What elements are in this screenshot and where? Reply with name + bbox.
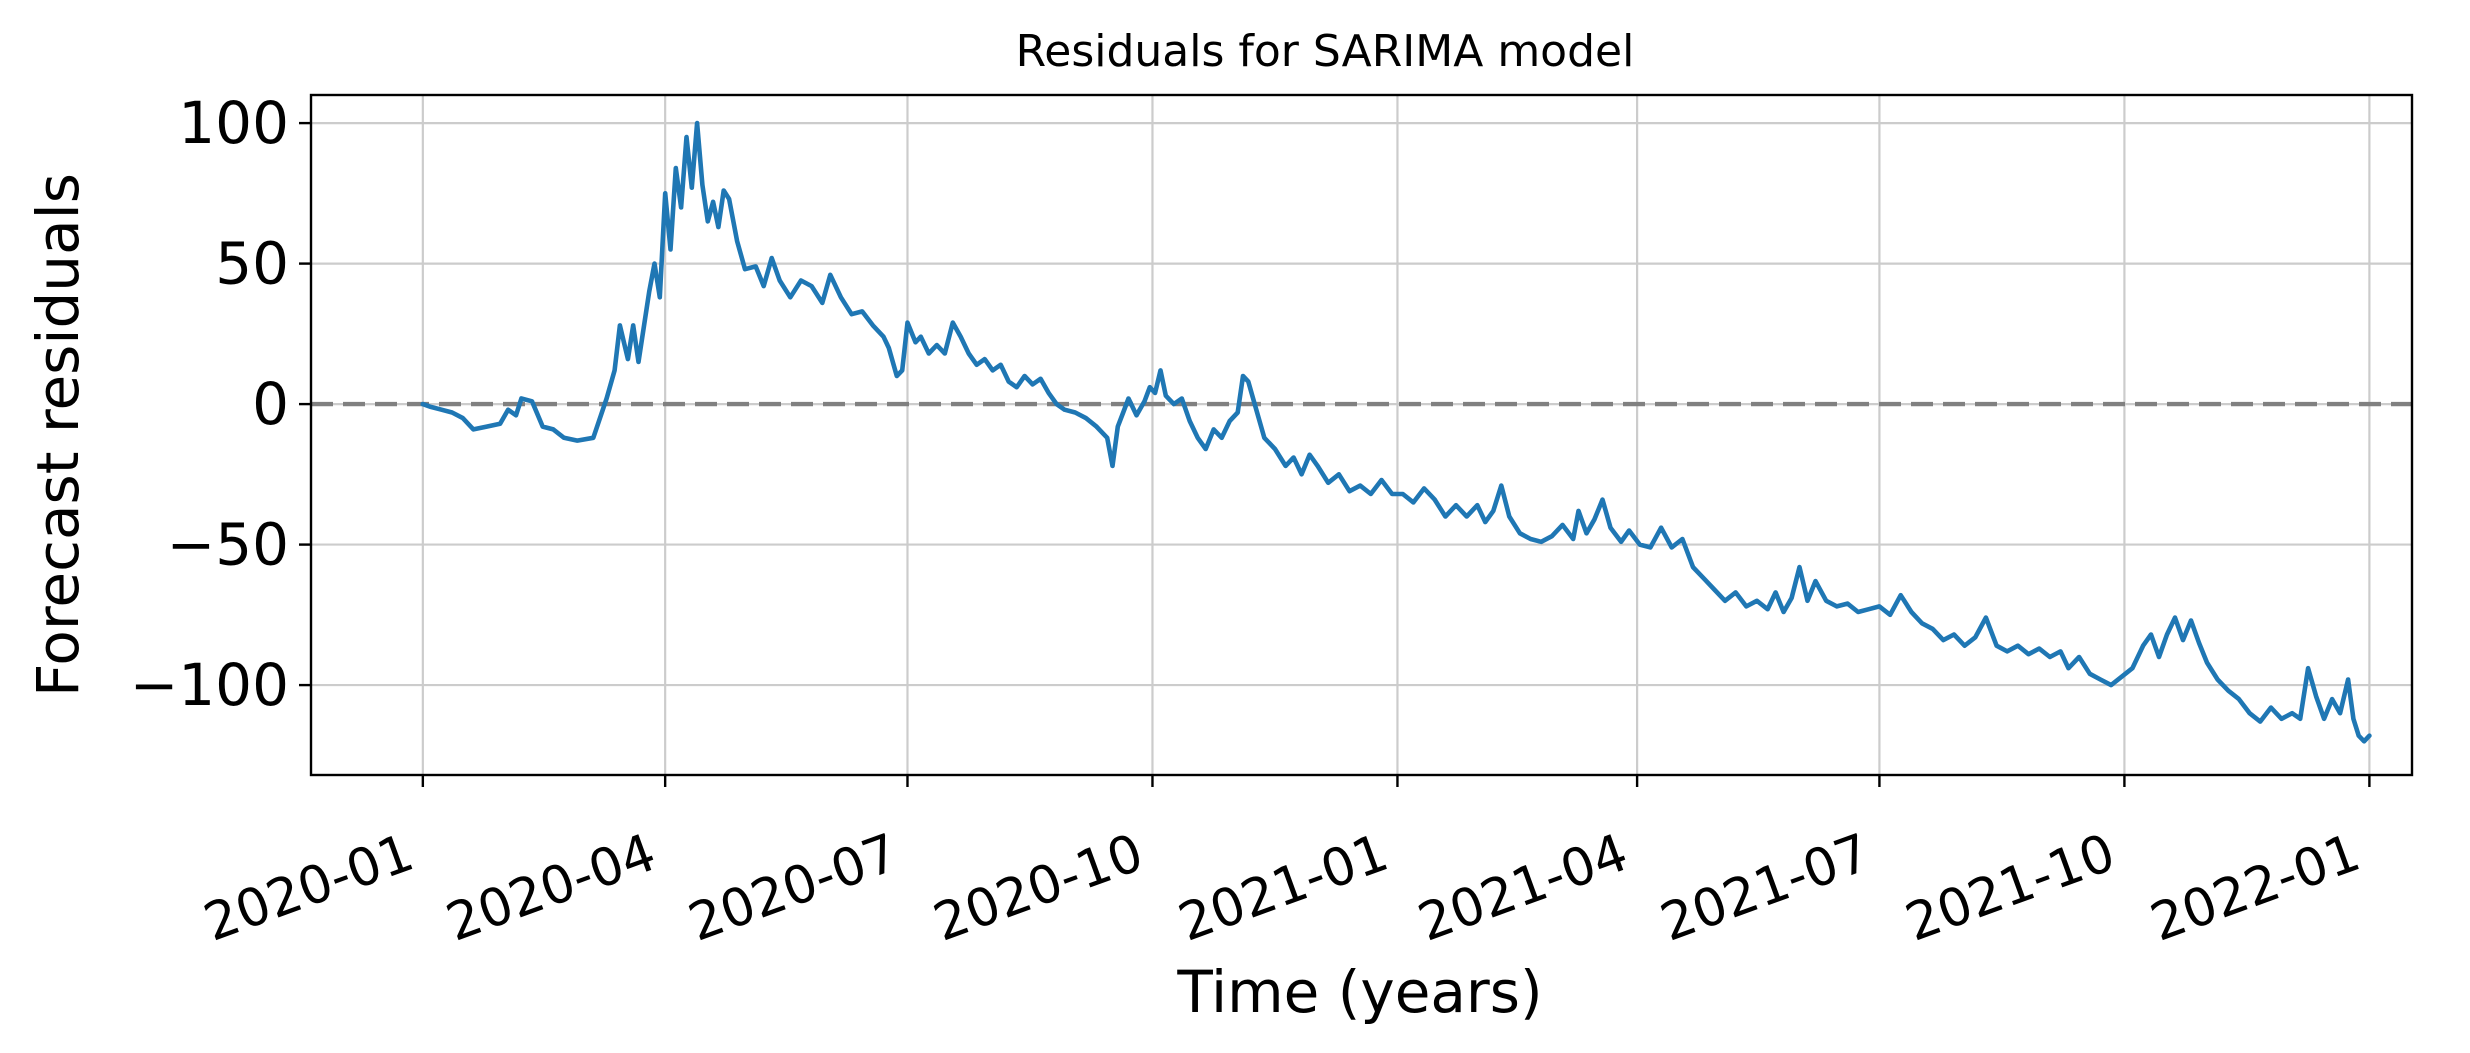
- x-tick-label: 2021-04: [1411, 823, 1636, 954]
- x-tick-label: 2022-01: [2143, 823, 2368, 954]
- y-axis: 100 50 0 −50 −100: [130, 89, 311, 719]
- y-axis-label: Forecast residuals: [24, 173, 92, 697]
- grid-lines: [311, 95, 2412, 775]
- x-tick-label: 2020-10: [926, 823, 1151, 954]
- residuals-series-line: [420, 120, 2372, 744]
- plot-frame: [309, 93, 2414, 777]
- x-tick-label: 2020-01: [197, 823, 422, 954]
- y-tick-label: 50: [215, 230, 289, 298]
- y-tick-label: −50: [167, 511, 289, 579]
- x-tick-label: 2021-07: [1653, 823, 1878, 954]
- chart-title: Residuals for SARIMA model: [1016, 26, 1635, 77]
- y-tick-label: −100: [130, 651, 289, 719]
- x-tick-label: 2021-01: [1171, 823, 1396, 954]
- x-tick-label: 2020-04: [439, 823, 664, 954]
- y-tick-label: 0: [252, 370, 289, 438]
- x-tick-label: 2021-10: [1898, 823, 2123, 954]
- x-axis: 2020-01 2020-04 2020-07 2020-10 2021-01 2021-…: [197, 775, 2371, 954]
- x-tick-label: 2020-07: [681, 823, 906, 954]
- x-axis-label: Time (years): [1176, 958, 1542, 1026]
- y-tick-label: 100: [178, 89, 289, 157]
- series-layer: [420, 120, 2372, 744]
